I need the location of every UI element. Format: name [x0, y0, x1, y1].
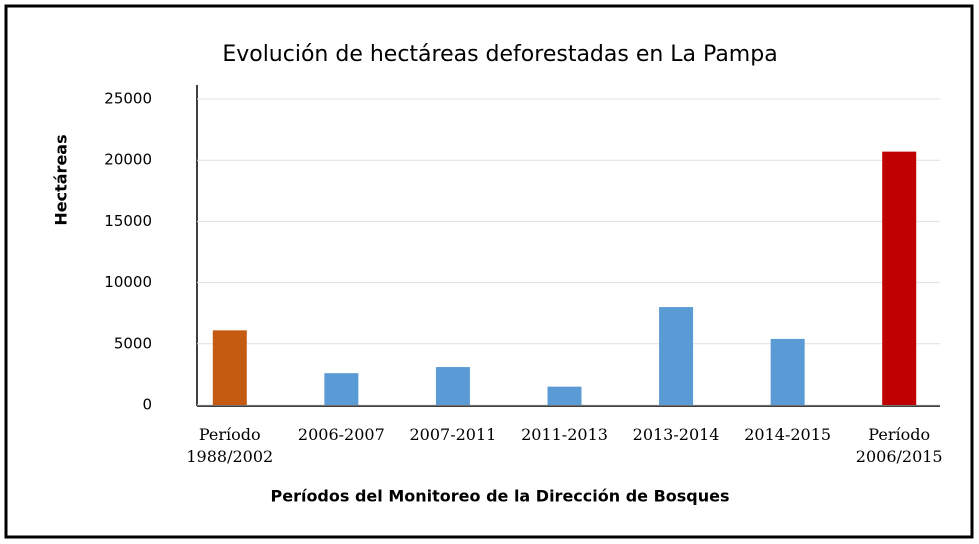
bar	[659, 307, 694, 405]
y-tick-label: 20000	[104, 151, 152, 169]
x-axis-title: Períodos del Monitoreo de la Dirección d…	[270, 487, 729, 506]
bar	[770, 338, 805, 405]
y-axis-title: Hectáreas	[52, 134, 71, 225]
x-tick-label: 2006-2007	[297, 425, 385, 444]
x-tick-label: Período 2006/2015	[855, 425, 943, 466]
frame	[4, 4, 974, 539]
bar	[324, 373, 359, 405]
x-tick-label: 2007-2011	[409, 425, 497, 444]
y-tick-label: 0	[142, 396, 152, 414]
x-tick-label: 2014-2015	[744, 425, 832, 444]
bar	[882, 151, 917, 405]
chart-title: Evolución de hectáreas deforestadas en L…	[222, 42, 777, 67]
x-tick-label: 2013-2014	[632, 425, 720, 444]
x-tick-label: Período 1988/2002	[186, 425, 274, 466]
x-tick-label: 2011-2013	[521, 425, 608, 444]
bar	[212, 330, 247, 405]
y-tick-label: 15000	[104, 212, 152, 230]
y-tick-label: 10000	[104, 273, 152, 291]
bar	[435, 367, 470, 405]
y-tick-label: 5000	[114, 334, 152, 352]
y-tick-label: 25000	[104, 90, 152, 108]
bar	[547, 386, 582, 405]
